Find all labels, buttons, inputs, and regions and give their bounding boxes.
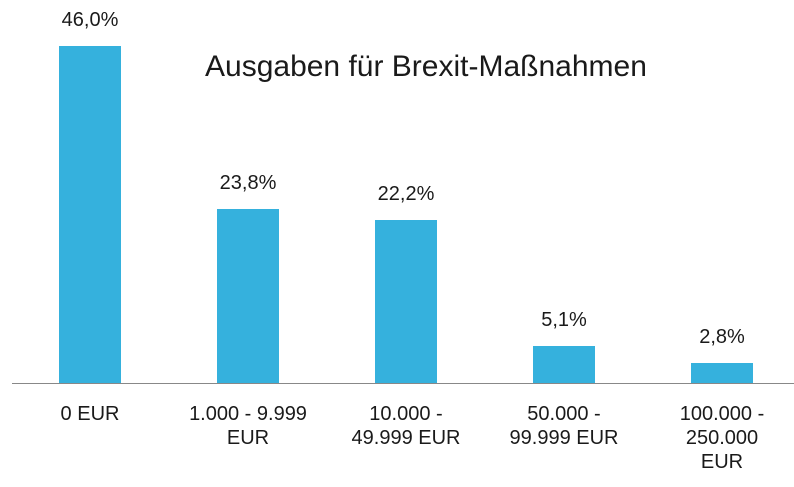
x-tick-label: 100.000 - 250.000 EUR (679, 403, 765, 473)
bar (59, 46, 121, 383)
chart-title: Ausgaben für Brexit-Maßnahmen (205, 50, 647, 83)
x-tick-label: 10.000 - 49.999 EUR (351, 403, 461, 449)
x-tick-label: 50.000 - 99.999 EUR (509, 403, 619, 449)
bar (217, 208, 279, 383)
value-label: 2,8% (699, 325, 745, 348)
value-label: 5,1% (541, 308, 587, 331)
value-label: 23,8% (219, 171, 277, 194)
x-tick-label: 1.000 - 9.999 EUR (189, 403, 307, 449)
value-label: 22,2% (377, 183, 435, 206)
bar (533, 345, 595, 383)
x-axis (12, 383, 794, 384)
bar (375, 220, 437, 383)
bar (691, 362, 753, 383)
x-tick-label: 0 EUR (60, 403, 120, 425)
value-label: 46,0% (61, 9, 119, 32)
